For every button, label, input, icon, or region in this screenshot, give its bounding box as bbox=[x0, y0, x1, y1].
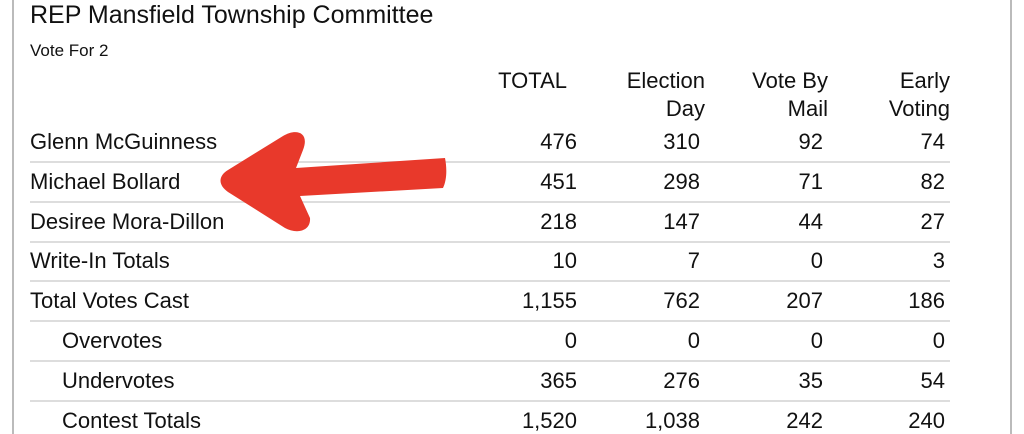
cell: 10 bbox=[552, 248, 577, 274]
row-separator bbox=[30, 360, 950, 362]
cell: 0 bbox=[564, 328, 577, 353]
column-header: Election bbox=[626, 68, 705, 93]
cell: 54 bbox=[920, 367, 945, 393]
cell: 1,155 bbox=[521, 288, 577, 314]
column-header: Early bbox=[899, 68, 950, 93]
row-label: Contest Totals bbox=[62, 407, 202, 433]
row-separator bbox=[30, 161, 950, 163]
column-header: TOTAL bbox=[498, 68, 567, 93]
cell: 0 bbox=[810, 328, 823, 353]
cell: 147 bbox=[663, 208, 700, 234]
cell: 298 bbox=[663, 168, 700, 194]
row-separator bbox=[30, 320, 950, 323]
contest-title: REP Mansfield Township Committee bbox=[30, 1, 434, 29]
row-separator bbox=[30, 280, 950, 283]
cell: 276 bbox=[663, 367, 700, 393]
cell: 240 bbox=[908, 407, 945, 433]
cell: 0 bbox=[932, 328, 945, 353]
column-header: Vote By bbox=[752, 68, 828, 93]
cell: 1,038 bbox=[644, 407, 700, 433]
cell: 310 bbox=[663, 129, 700, 154]
cell: 74 bbox=[920, 129, 945, 154]
cell: 44 bbox=[798, 208, 823, 234]
cell: 0 bbox=[810, 248, 823, 274]
cell: 451 bbox=[540, 168, 577, 194]
cell: 3 bbox=[932, 248, 945, 274]
cell: 7 bbox=[687, 248, 700, 274]
red-arrow bbox=[220, 132, 447, 232]
row-label: Total Votes Cast bbox=[30, 288, 189, 314]
cell: 242 bbox=[786, 407, 823, 433]
right-border bbox=[1010, 0, 1012, 434]
column-header: Mail bbox=[787, 96, 828, 121]
row-label: Desiree Mora-Dillon bbox=[30, 208, 225, 234]
cell: 1,520 bbox=[521, 407, 577, 433]
cell: 27 bbox=[920, 208, 945, 234]
row-separator bbox=[30, 399, 950, 402]
cell: 0 bbox=[687, 328, 700, 353]
row-separator bbox=[30, 200, 950, 203]
column-header: Day bbox=[665, 96, 705, 121]
cell: 82 bbox=[920, 168, 945, 194]
row-label: Michael Bollard bbox=[30, 168, 181, 194]
row-label: Overvotes bbox=[62, 328, 163, 353]
cell: 186 bbox=[908, 288, 945, 314]
column-header: Voting bbox=[888, 96, 950, 121]
cell: 218 bbox=[540, 208, 577, 234]
vote-for: Vote For 2 bbox=[30, 41, 109, 60]
left-border bbox=[12, 0, 14, 434]
cell: 365 bbox=[540, 367, 577, 393]
row-label: Write-In Totals bbox=[30, 248, 170, 274]
cell: 35 bbox=[798, 367, 823, 393]
row-label: Undervotes bbox=[62, 367, 175, 393]
row-label: Glenn McGuinness bbox=[30, 129, 218, 154]
cell: 762 bbox=[663, 288, 700, 314]
cell: 207 bbox=[786, 288, 823, 314]
cell: 476 bbox=[540, 129, 577, 154]
row-separator bbox=[30, 240, 950, 243]
cell: 92 bbox=[798, 129, 823, 154]
cell: 71 bbox=[798, 168, 823, 194]
